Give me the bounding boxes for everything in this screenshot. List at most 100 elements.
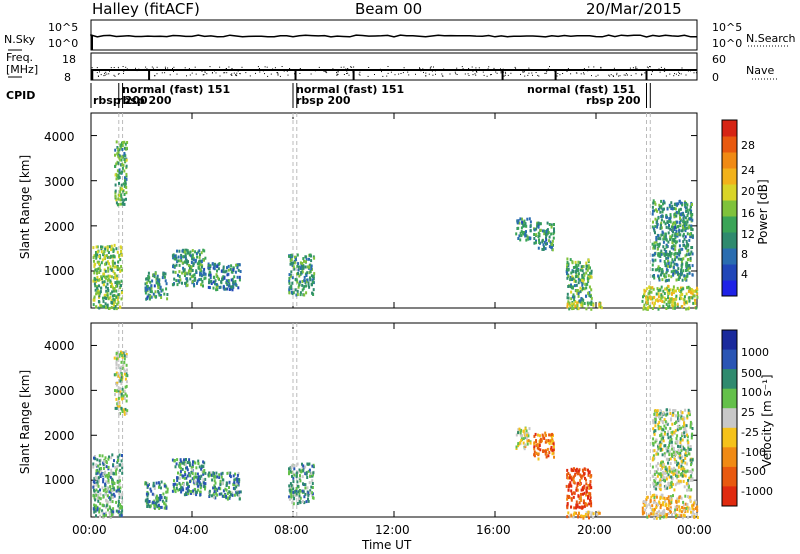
echo-cell [675, 214, 678, 218]
echo-cell [668, 408, 671, 412]
echo-cell [680, 290, 683, 294]
echo-cell [94, 268, 97, 272]
echo-cell [694, 298, 696, 302]
echo-cell [649, 297, 652, 301]
echo-cell [520, 226, 523, 230]
nave-point [239, 73, 241, 75]
echo-cell [683, 421, 685, 425]
echo-cell [670, 498, 673, 502]
echo-cell [104, 302, 107, 306]
nave-point [500, 68, 501, 70]
echo-cell [189, 272, 192, 276]
echo-cell [181, 467, 184, 471]
nave-point [441, 73, 443, 75]
echo-cell [688, 238, 691, 242]
nave-point [286, 70, 288, 72]
echo-cell [652, 246, 655, 250]
echo-cell [93, 259, 95, 263]
echo-cell [581, 281, 584, 285]
echo-cell [659, 226, 662, 230]
echo-cell [119, 514, 122, 517]
echo-cell [103, 305, 106, 309]
nave-point [468, 75, 470, 76]
cpid-segment: normal (fast) 151 [122, 83, 231, 96]
echo-cell [665, 268, 668, 272]
echo-cell [117, 387, 120, 391]
echo-cell [659, 434, 662, 438]
echo-cell [654, 485, 657, 489]
echo-cell [289, 486, 291, 490]
echo-cell [553, 227, 555, 231]
echo-cell [159, 294, 162, 297]
echo-cell [309, 270, 312, 274]
echo-cell [663, 207, 665, 211]
echo-cell [180, 466, 182, 470]
echo-cell [125, 399, 128, 403]
echo-cell [678, 496, 681, 500]
echo-cell [543, 229, 546, 233]
nave-point [408, 74, 410, 76]
echo-cell [184, 248, 187, 252]
nave-point [629, 67, 631, 69]
echo-cell [687, 446, 690, 450]
echo-cell [663, 252, 666, 256]
echo-cell [662, 436, 664, 440]
echo-cell [687, 252, 690, 256]
echo-cell [590, 300, 593, 304]
echo-cell [228, 496, 231, 500]
colorbar-tick: 24 [741, 164, 755, 177]
echo-cell [525, 433, 528, 437]
echo-cell [120, 352, 123, 355]
echo-cell [236, 275, 239, 279]
echo-cell [156, 276, 159, 280]
echo-cell [190, 470, 193, 474]
echo-cell [679, 213, 682, 216]
echo-cell [550, 246, 553, 249]
nave-point [262, 70, 264, 72]
echo-cell [527, 432, 530, 436]
echo-cell [691, 203, 693, 206]
echo-cell [655, 495, 658, 499]
echo-cell [691, 292, 694, 296]
nave-point [675, 73, 677, 75]
echo-cell [683, 467, 686, 471]
echo-cell [115, 472, 118, 476]
echo-cell [683, 471, 685, 475]
echo-cell [661, 230, 664, 234]
echo-cell [228, 490, 231, 494]
echo-cell [678, 297, 681, 301]
echo-cell [144, 291, 147, 295]
echo-cell [119, 369, 122, 372]
echo-cell [120, 376, 123, 380]
echo-cell [648, 514, 650, 518]
echo-cell [691, 264, 694, 268]
echo-cell [117, 389, 120, 393]
echo-cell [653, 276, 656, 280]
echo-cell [686, 509, 689, 513]
echo-cell [672, 447, 675, 451]
echo-cell [652, 419, 655, 423]
echo-cell [663, 478, 666, 482]
echo-cell [543, 232, 546, 236]
echo-cell [589, 498, 591, 502]
echo-cell [676, 428, 679, 432]
echo-cell [667, 458, 670, 462]
echo-cell [116, 284, 119, 288]
echo-cell [588, 516, 590, 520]
echo-cell [229, 493, 232, 497]
echo-cell [115, 284, 118, 288]
echo-cell [581, 505, 584, 509]
echo-cell [101, 454, 104, 458]
x-tick-label: 16:00 [476, 523, 511, 537]
echo-cell [693, 512, 696, 516]
echo-cell [669, 507, 672, 511]
nave-point [475, 71, 477, 72]
echo-cell [304, 472, 307, 476]
echo-cell [669, 502, 672, 506]
echo-cell [311, 479, 314, 483]
nave-point [685, 74, 687, 76]
y-tick-label: 1000 [44, 264, 75, 278]
echo-cell [184, 274, 186, 277]
echo-cell [585, 478, 587, 482]
echo-cell [657, 265, 660, 269]
